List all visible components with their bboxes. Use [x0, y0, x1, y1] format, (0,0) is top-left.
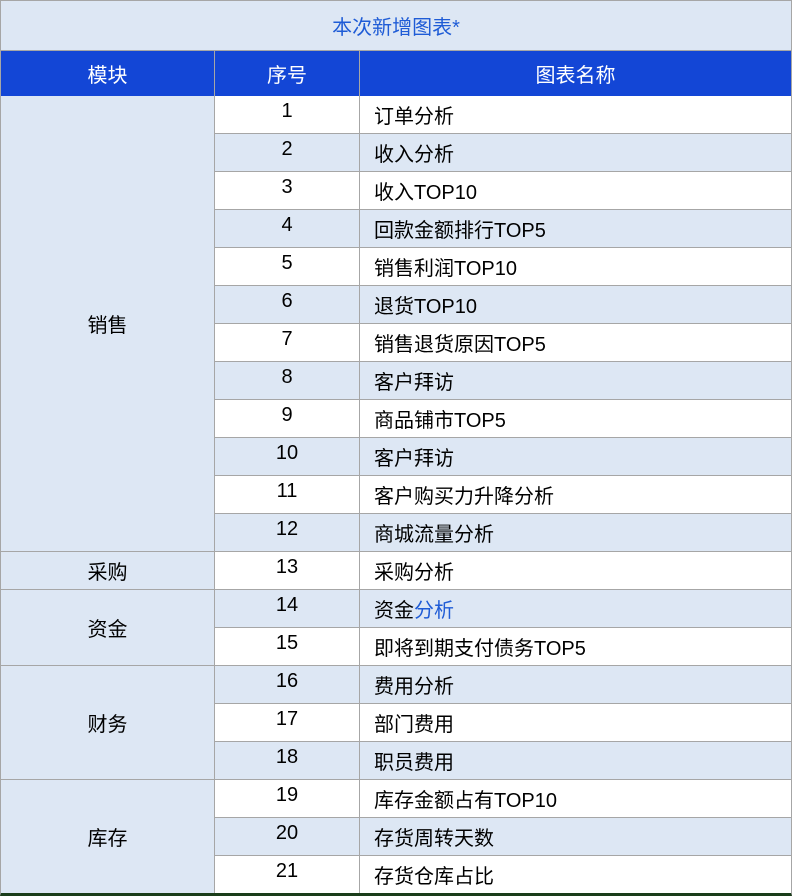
name-cell: 即将到期支付债务TOP5 [360, 628, 791, 665]
seq-cell: 4 [215, 210, 360, 247]
group-rows: 19库存金额占有TOP1020存货周转天数21存货仓库占比 [215, 780, 791, 893]
name-cell: 客户拜访 [360, 438, 791, 475]
seq-cell: 13 [215, 552, 360, 589]
table-header-row: 模块 序号 图表名称 [1, 51, 791, 96]
charts-table: 本次新增图表* 模块 序号 图表名称 销售1订单分析2收入分析3收入TOP104… [0, 0, 792, 896]
name-cell: 商城流量分析 [360, 514, 791, 551]
table-row: 20存货周转天数 [215, 817, 791, 855]
name-cell: 采购分析 [360, 552, 791, 589]
name-cell: 收入TOP10 [360, 172, 791, 209]
seq-cell: 1 [215, 96, 360, 133]
name-cell: 销售退货原因TOP5 [360, 324, 791, 361]
seq-cell: 9 [215, 400, 360, 437]
table-row: 8客户拜访 [215, 361, 791, 399]
table-row: 17部门费用 [215, 703, 791, 741]
name-cell: 费用分析 [360, 666, 791, 703]
name-cell: 订单分析 [360, 96, 791, 133]
name-cell: 职员费用 [360, 742, 791, 779]
table-row: 16费用分析 [215, 666, 791, 703]
seq-cell: 16 [215, 666, 360, 703]
seq-cell: 6 [215, 286, 360, 323]
module-cell: 采购 [1, 552, 215, 589]
name-cell: 收入分析 [360, 134, 791, 171]
seq-cell: 3 [215, 172, 360, 209]
seq-cell: 15 [215, 628, 360, 665]
header-seq: 序号 [215, 51, 360, 96]
table-row: 12商城流量分析 [215, 513, 791, 551]
group-rows: 13采购分析 [215, 552, 791, 589]
table-row: 2收入分析 [215, 133, 791, 171]
module-cell: 资金 [1, 590, 215, 665]
table-row: 9商品铺市TOP5 [215, 399, 791, 437]
name-cell: 商品铺市TOP5 [360, 400, 791, 437]
group-rows: 16费用分析17部门费用18职员费用 [215, 666, 791, 779]
name-cell: 库存金额占有TOP10 [360, 780, 791, 817]
table-row: 3收入TOP10 [215, 171, 791, 209]
name-link[interactable]: 分析 [414, 600, 454, 622]
seq-cell: 5 [215, 248, 360, 285]
table-row: 14资金分析 [215, 590, 791, 627]
table-group: 销售1订单分析2收入分析3收入TOP104回款金额排行TOP55销售利润TOP1… [1, 96, 791, 551]
group-rows: 1订单分析2收入分析3收入TOP104回款金额排行TOP55销售利润TOP106… [215, 96, 791, 551]
table-group: 采购13采购分析 [1, 551, 791, 589]
name-text: 资金 [374, 600, 414, 622]
seq-cell: 19 [215, 780, 360, 817]
name-cell: 回款金额排行TOP5 [360, 210, 791, 247]
seq-cell: 20 [215, 818, 360, 855]
table-row: 4回款金额排行TOP5 [215, 209, 791, 247]
table-row: 11客户购买力升降分析 [215, 475, 791, 513]
table-row: 6退货TOP10 [215, 285, 791, 323]
module-cell: 库存 [1, 780, 215, 893]
table-row: 5销售利润TOP10 [215, 247, 791, 285]
seq-cell: 11 [215, 476, 360, 513]
seq-cell: 14 [215, 590, 360, 627]
header-name: 图表名称 [360, 51, 791, 96]
name-cell: 部门费用 [360, 704, 791, 741]
seq-cell: 10 [215, 438, 360, 475]
name-cell: 退货TOP10 [360, 286, 791, 323]
table-group: 资金14资金分析15即将到期支付债务TOP5 [1, 589, 791, 665]
table-row: 15即将到期支付债务TOP5 [215, 627, 791, 665]
name-cell: 客户购买力升降分析 [360, 476, 791, 513]
table-row: 19库存金额占有TOP10 [215, 780, 791, 817]
name-cell: 资金分析 [360, 590, 791, 627]
seq-cell: 18 [215, 742, 360, 779]
table-row: 13采购分析 [215, 552, 791, 589]
name-cell: 销售利润TOP10 [360, 248, 791, 285]
name-cell: 存货仓库占比 [360, 856, 791, 893]
table-row: 18职员费用 [215, 741, 791, 779]
seq-cell: 12 [215, 514, 360, 551]
table-row: 21存货仓库占比 [215, 855, 791, 893]
table-row: 1订单分析 [215, 96, 791, 133]
table-row: 10客户拜访 [215, 437, 791, 475]
name-cell: 存货周转天数 [360, 818, 791, 855]
seq-cell: 2 [215, 134, 360, 171]
module-cell: 财务 [1, 666, 215, 779]
table-row: 7销售退货原因TOP5 [215, 323, 791, 361]
seq-cell: 17 [215, 704, 360, 741]
table-group: 库存19库存金额占有TOP1020存货周转天数21存货仓库占比 [1, 779, 791, 893]
table-title: 本次新增图表* [1, 1, 791, 51]
group-rows: 14资金分析15即将到期支付债务TOP5 [215, 590, 791, 665]
table-group: 财务16费用分析17部门费用18职员费用 [1, 665, 791, 779]
seq-cell: 8 [215, 362, 360, 399]
module-cell: 销售 [1, 96, 215, 551]
name-cell: 客户拜访 [360, 362, 791, 399]
table-body: 销售1订单分析2收入分析3收入TOP104回款金额排行TOP55销售利润TOP1… [1, 96, 791, 893]
seq-cell: 7 [215, 324, 360, 361]
seq-cell: 21 [215, 856, 360, 893]
header-module: 模块 [1, 51, 215, 96]
